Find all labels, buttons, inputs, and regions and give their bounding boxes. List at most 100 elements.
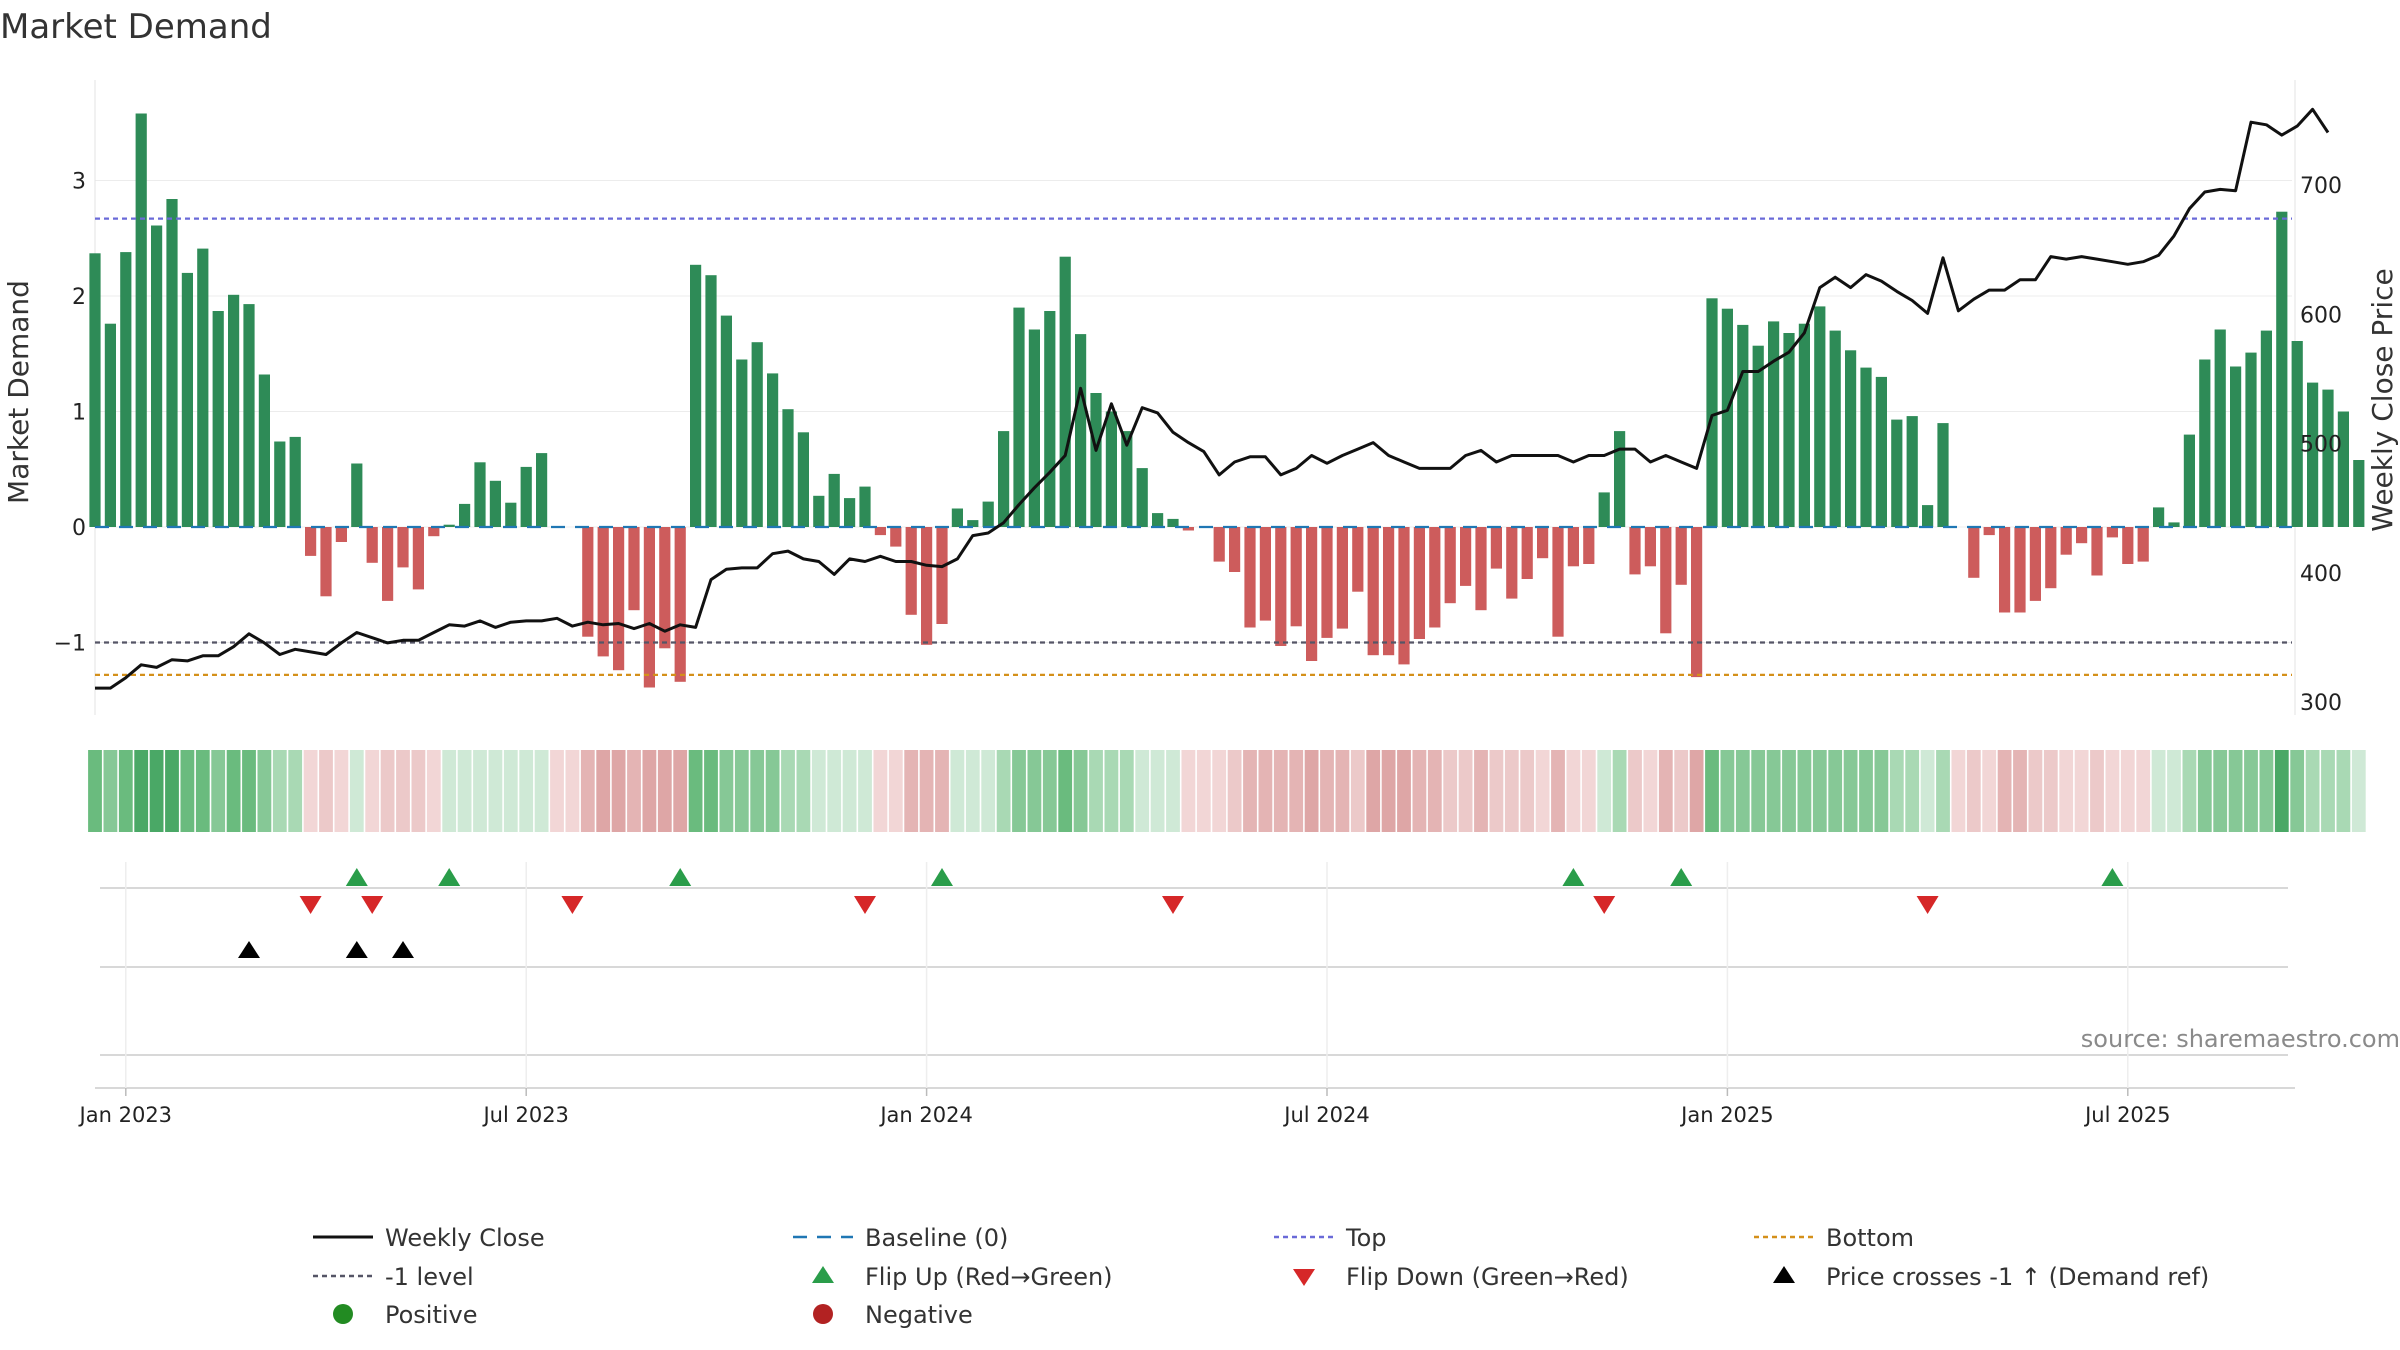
left-tick-label: −1 [54,632,86,657]
negative-demand-bar [582,527,594,637]
positive-demand-bar [2260,330,2272,527]
heat-cell [1243,750,1257,832]
negative-demand-bar [1321,527,1333,638]
negative-demand-bar [2137,527,2149,562]
heat-cell [2274,750,2289,832]
heat-cell [1181,750,1196,832]
heat-cell [180,750,195,832]
positive-demand-bar [1706,298,1718,527]
heat-cell [1535,750,1550,832]
left-tick-label: 0 [72,516,86,541]
heat-cell [1058,750,1073,832]
positive-demand-bar [1922,505,1934,527]
negative-demand-bar [1275,527,1287,646]
negative-demand-bar [890,527,902,547]
heat-cell [1027,750,1042,832]
heat-cell [411,750,426,832]
positive-demand-bar [2337,411,2349,527]
heat-cell [1489,750,1504,832]
negative-demand-bar [1259,527,1271,621]
negative-demand-bar [597,527,609,657]
negative-demand-bar [628,527,640,611]
heat-cell [811,750,826,832]
heat-cell [226,750,241,832]
legend-label-minus-one: -1 level [385,1263,474,1291]
heat-cell [596,750,611,832]
heat-cell [2028,750,2043,832]
heat-cell [919,750,934,832]
flip-down-marker [1162,896,1184,914]
y-axis-label-left: Market Demand [2,280,35,504]
positive-demand-bar [951,508,963,527]
heat-cell [2197,750,2212,832]
legend-label-negative: Negative [865,1301,973,1329]
heat-cell [1951,750,1966,832]
positive-demand-bar [1937,423,1949,527]
heat-cell [1042,750,1057,832]
heat-cell [519,750,534,832]
heat-cell [195,750,210,832]
positive-demand-bar [1152,513,1164,527]
negative-demand-bar [1675,527,1687,585]
heat-cell [1689,750,1704,832]
negative-demand-bar [1460,527,1472,586]
positive-demand-bar [1167,518,1179,527]
positive-demand-bar [2322,389,2334,527]
heat-cell [1196,750,1211,832]
heat-cell [981,750,996,832]
heat-cell [842,750,857,832]
heat-cell [611,750,626,832]
heat-cell [503,750,518,832]
heat-cell [996,750,1011,832]
positive-demand-bar [1768,321,1780,527]
positive-demand-bar [228,294,240,527]
heat-cell [1366,750,1381,832]
negative-demand-bar [2029,527,2041,601]
negative-demand-bar [613,527,625,671]
flip-down-marker [299,896,322,914]
right-tick-label: 700 [2300,174,2342,199]
negative-demand-bar [1644,527,1656,567]
event-markers [95,862,2295,1089]
heat-cell [1843,750,1858,832]
grid-layer [94,80,2296,715]
heat-cell [1658,750,1673,832]
positive-demand-bar [2307,382,2319,527]
flip-up-marker [669,868,692,886]
heat-cell [211,750,226,832]
positive-demand-bar [120,252,132,527]
negative-demand-bar [1290,527,1302,627]
negative-demand-bar [1660,527,1672,634]
heat-cell [288,750,303,832]
positive-demand-bar [212,311,224,527]
flip-up-marker [931,868,953,886]
positive-demand-bar [1860,367,1872,527]
positive-demand-bar [1829,330,1841,527]
heat-cell [149,750,164,832]
date-tick-label: Jul 2025 [2083,1103,2170,1127]
left-tick-label: 2 [72,285,86,310]
heat-cell [965,750,980,832]
negative-demand-bar [2014,527,2026,613]
heat-cell [2105,750,2120,832]
legend-positive-swatch [333,1304,353,1324]
heat-cell [1150,750,1165,832]
heat-cell [1782,750,1796,832]
heat-cell [1936,750,1950,832]
heat-cell [1905,750,1920,832]
positive-demand-bar [151,225,163,527]
heat-cell [1982,750,1997,832]
positive-demand-bar [1028,329,1040,527]
positive-demand-bar [1614,431,1626,527]
negative-demand-bar [397,527,409,568]
heat-cell [734,750,749,832]
negative-demand-bar [2122,527,2134,564]
negative-demand-bar [412,527,424,590]
heat-cell [1412,750,1427,832]
heat-cell [1812,750,1827,832]
demand-bars [89,113,2365,688]
negative-demand-bar [1182,527,1194,531]
heat-cell [1073,750,1088,832]
negative-demand-bar [659,527,671,649]
